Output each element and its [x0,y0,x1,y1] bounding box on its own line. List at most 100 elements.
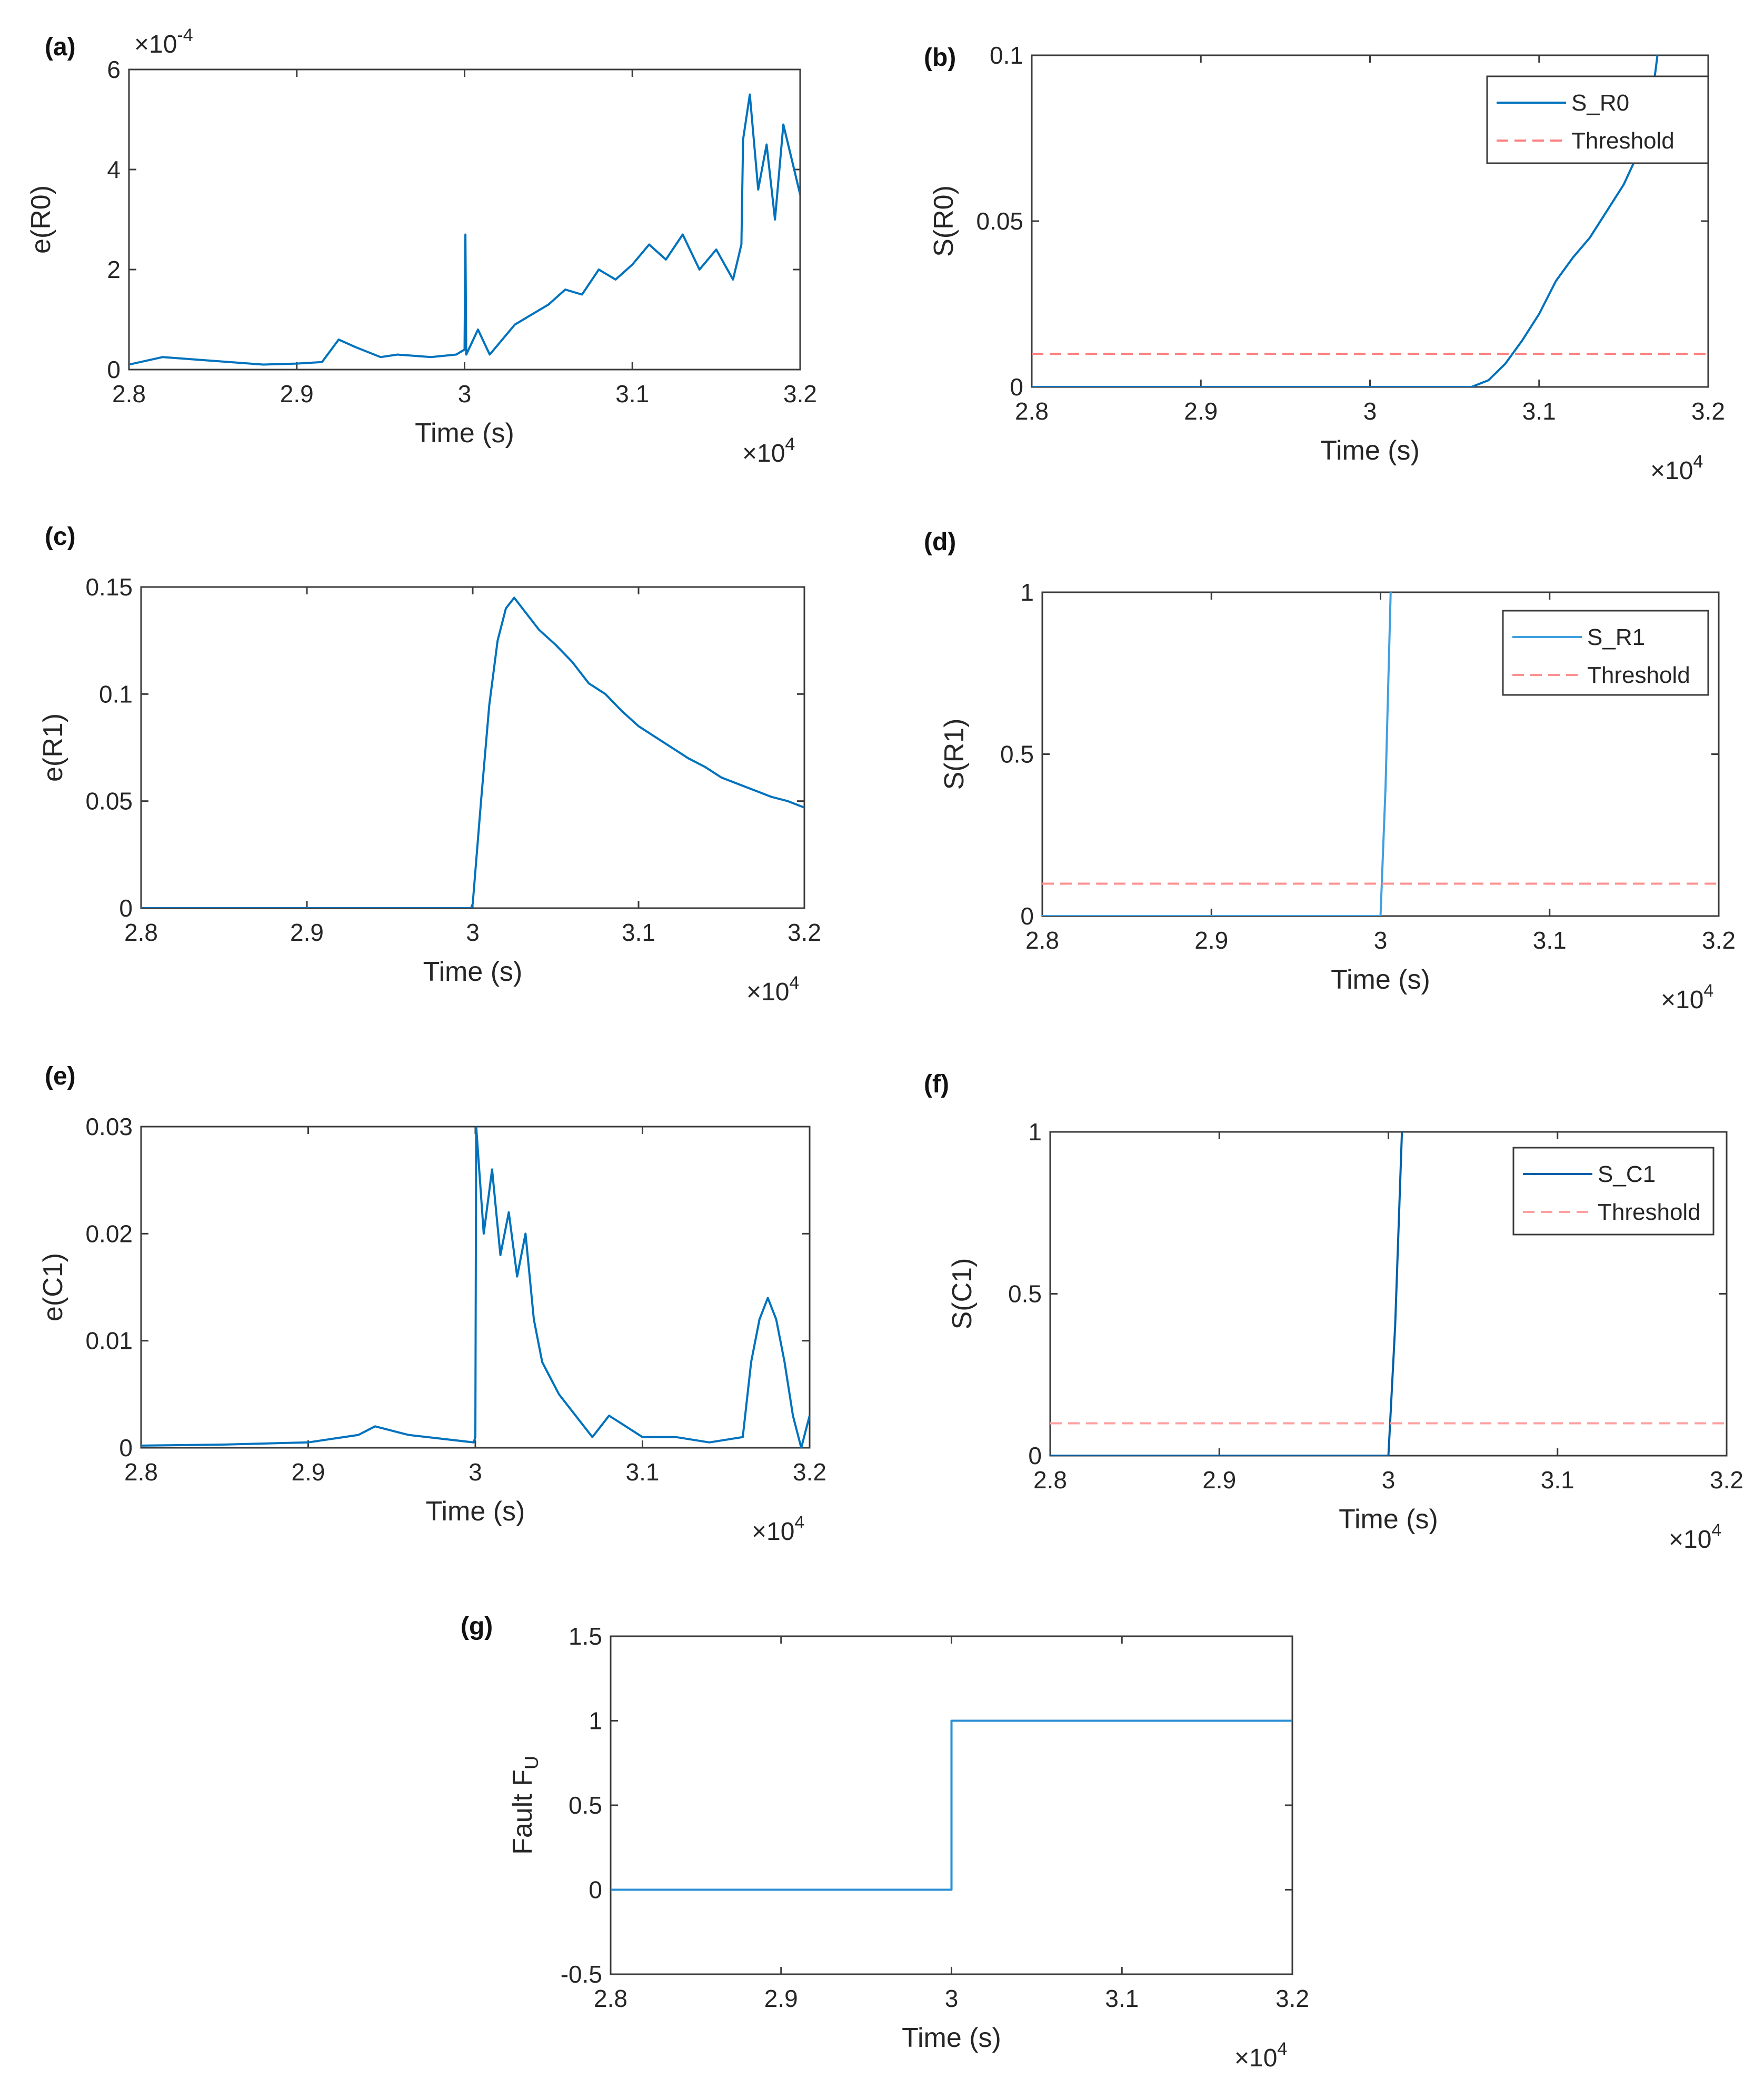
x-tick-label: 2.9 [764,1985,798,2012]
x-tick-label: 2.9 [290,919,324,946]
legend-box [1512,1147,1715,1236]
x-tick-label: 3.2 [1691,397,1725,425]
series-line-e-r1- [141,596,804,908]
x-tick-label: 3.2 [1710,1466,1743,1494]
x-tick-label: 3 [469,1458,482,1486]
panel-label: (e) [45,1062,76,1090]
x-tick-label: 3.2 [793,1458,826,1486]
series-line-s-c1 [1050,1132,1403,1456]
x-tick-label: 3.2 [788,919,821,946]
panel-label: (g) [461,1613,493,1640]
series-line-e-c1- [141,1127,810,1448]
y-tick-label: 0.05 [85,788,133,815]
legend-box [1486,75,1709,164]
y-tick-label: 1.5 [569,1623,602,1650]
x-tick-label: 2.8 [1015,397,1049,425]
x-axis-label: Time (s) [1339,1504,1438,1535]
y-axis-label: S(C1) [947,1258,978,1330]
x-tick-label: 2.9 [292,1458,325,1486]
panel-a: (a) 2.8 2.9 3 3.1 3.2 0 2 4 6 Time (s) ×104 e(R0) ×10… [26,25,817,467]
y-tick-label: 0 [589,1876,602,1904]
panel-label: (f) [924,1070,949,1098]
x-multiplier: ×104 [742,434,795,467]
panel-g: (g) 2.8 2.9 3 3.1 3.2 -0.5 0 0.5 1 1.5 Time (s) ×104… [461,1613,1309,2072]
x-multiplier: ×104 [1661,981,1713,1014]
x-axis-label: Time (s) [426,1496,525,1527]
y-axis-label: e(R1) [38,713,68,782]
x-tick-label: 3 [945,1985,959,2012]
y-tick-label: 0.01 [85,1327,133,1355]
x-tick-label: 2.8 [124,1458,158,1486]
y-multiplier: ×10-4 [134,25,193,58]
series-line-fault [611,1719,1292,1891]
panel-e: (e) 2.8 2.9 3 3.1 3.2 0 0.01 0.02 0.03 Time (s) ×10… [38,1062,826,1546]
y-tick-label: -0.5 [561,1961,602,1988]
x-tick-label: 3 [1374,927,1388,954]
x-tick-label: 2.9 [1184,397,1218,425]
x-tick-label: 3.1 [1533,927,1567,954]
y-tick-label: 0 [119,894,133,922]
y-tick-label: 0.02 [85,1220,133,1247]
legend-entry: S_C1 [1598,1161,1656,1187]
y-tick-label: 1 [589,1707,602,1735]
panel-label: (a) [45,33,76,61]
x-tick-label: 3 [458,380,472,407]
x-multiplier: ×104 [746,973,799,1006]
series-line-e-r0- [129,93,800,366]
x-tick-label: 3.1 [615,380,649,407]
x-tick-label: 3.2 [1702,927,1736,954]
x-tick-label: 3.1 [1522,397,1556,425]
y-tick-label: 0.1 [990,42,1023,69]
y-tick-label: 0 [1010,373,1023,401]
x-tick-label: 3.1 [622,919,655,946]
legend-box [1502,610,1709,696]
y-tick-label: 0 [119,1434,133,1461]
legend: S_R1 Threshold [1502,610,1709,696]
y-tick-label: 0.03 [85,1113,133,1140]
x-tick-label: 2.9 [280,380,314,407]
plot-area [140,586,805,909]
panel-c: (c) 2.8 2.9 3 3.1 3.2 0 0.05 0.1 0.15 Time (s) ×104… [38,523,821,1006]
y-tick-label: 0 [1020,902,1034,930]
legend-entry: S_R1 [1587,624,1645,650]
x-tick-label: 3.1 [626,1458,660,1486]
x-multiplier: ×104 [1650,452,1703,485]
x-tick-label: 3.2 [783,380,817,407]
series-line-s-r1 [1042,592,1392,916]
y-tick-label: 1 [1020,579,1034,606]
x-tick-label: 3 [1363,397,1377,425]
panel-label: (d) [924,528,956,556]
y-tick-label: 0.5 [569,1792,602,1819]
series-line-s-r0 [1032,55,1659,387]
panel-f: (f) 2.8 2.9 3 3.1 3.2 0 0.5 1 Time (s) ×104 S(C1) S_… [924,1070,1743,1554]
y-axis-label: Fault FU [507,1756,542,1855]
legend-entry: Threshold [1587,662,1690,688]
x-tick-label: 3 [466,919,480,946]
panel-label: (c) [45,523,76,551]
x-multiplier: ×104 [1669,1520,1721,1554]
y-axis-label: S(R0) [929,185,959,257]
x-tick-label: 2.8 [594,1985,627,2012]
x-tick-label: 2.8 [1033,1466,1067,1494]
panel-d: (d) 2.8 2.9 3 3.1 3.2 0 0.5 1 Time (s) ×104 S(R1) S_… [924,528,1736,1014]
y-tick-label: 1 [1028,1118,1042,1146]
legend: S_R0 Threshold [1486,75,1709,164]
x-tick-label: 2.8 [112,380,146,407]
panel-b: (b) 2.8 2.9 3 3.1 3.2 0 0.05 0.1 Time (s) ×104 S(R0… [924,42,1725,485]
y-tick-label: 2 [107,256,121,283]
x-axis-label: Time (s) [423,957,523,987]
legend-entry: Threshold [1571,128,1675,154]
x-multiplier: ×104 [752,1513,804,1546]
x-axis-label: Time (s) [902,2023,1001,2053]
x-axis-label: Time (s) [415,418,514,449]
legend-entry: S_R0 [1571,90,1629,116]
y-tick-label: 6 [107,56,121,83]
x-tick-label: 2.8 [124,919,158,946]
y-tick-label: 0 [107,356,121,383]
x-tick-label: 3 [1382,1466,1396,1494]
x-multiplier: ×104 [1234,2039,1287,2072]
y-tick-label: 0.5 [1000,741,1034,768]
legend: S_C1 Threshold [1512,1147,1715,1236]
y-tick-label: 4 [107,156,121,183]
